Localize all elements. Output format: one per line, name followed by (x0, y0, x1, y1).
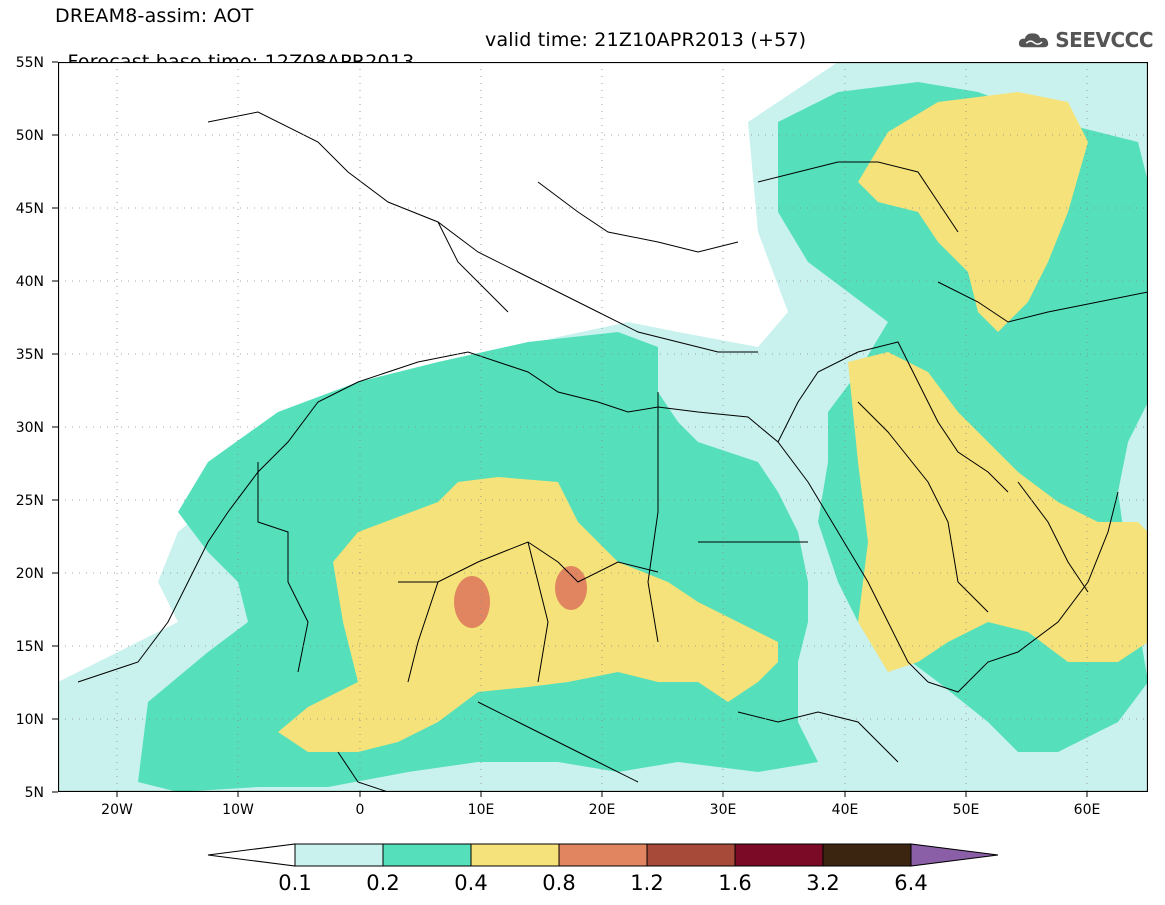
colorbar-tick: 0.4 (454, 871, 487, 895)
lat-label: 10N (16, 712, 44, 728)
lon-label: 30E (710, 802, 737, 818)
map-title: DREAM8-assim: AOT (55, 5, 254, 27)
colorbar-tick: 1.2 (630, 871, 663, 895)
lat-label: 5N (25, 785, 44, 801)
colorbar-low-extension (207, 843, 296, 867)
aot-band-0.4-0.8 (278, 92, 1148, 752)
lon-label: 10W (222, 802, 254, 818)
colorbar-high-extension (910, 843, 999, 867)
lat-label: 45N (16, 201, 44, 217)
logo-text: SEEVCCC (1055, 28, 1153, 52)
graticule (58, 62, 1148, 792)
valid-time: valid time: 21Z10APR2013 (+57) (485, 29, 807, 51)
lat-label: 20N (16, 566, 44, 582)
lat-label: 35N (16, 347, 44, 363)
seevccc-logo: SEEVCCC (1017, 22, 1153, 58)
lon-label: 10E (468, 802, 495, 818)
lon-label: 20W (101, 802, 133, 818)
lon-label: 20E (589, 802, 616, 818)
colorbar-swatch (558, 843, 648, 867)
lat-label: 50N (16, 128, 44, 144)
latitude-axis: 55N 50N 45N 40N 35N 30N 25N 20N 15N 10N … (16, 55, 58, 801)
aot-map (58, 62, 1148, 792)
lon-label: 50E (953, 802, 980, 818)
colorbar-swatch (734, 843, 824, 867)
colorbar-swatch (646, 843, 736, 867)
lat-label: 40N (16, 274, 44, 290)
colorbar-tick: 0.2 (366, 871, 399, 895)
colorbar-tick: 0.1 (278, 871, 311, 895)
colorbar-swatch (382, 843, 472, 867)
map-border (58, 62, 1148, 792)
longitude-axis: 20W 10W 0 10E 20E 30E 40E 50E 60E (101, 792, 1101, 818)
lon-label: 60E (1074, 802, 1101, 818)
colorbar: 0.1 0.2 0.4 0.8 1.2 1.6 3.2 6.4 (207, 843, 999, 895)
lat-label: 25N (16, 493, 44, 509)
colorbar-tick: 0.8 (542, 871, 575, 895)
colorbar-tick: 6.4 (894, 871, 927, 895)
colorbar-tick: 3.2 (806, 871, 839, 895)
cloud-icon (1018, 33, 1049, 48)
lon-label: 0 (356, 802, 365, 818)
country-borders (77, 111, 1148, 792)
lat-label: 15N (16, 639, 44, 655)
colorbar-tick: 1.6 (718, 871, 751, 895)
lat-label: 30N (16, 420, 44, 436)
lon-label: 40E (832, 802, 859, 818)
colorbar-swatch (294, 843, 384, 867)
colorbar-swatch (822, 843, 912, 867)
colorbar-swatch (470, 843, 560, 867)
lat-label: 55N (16, 55, 44, 71)
